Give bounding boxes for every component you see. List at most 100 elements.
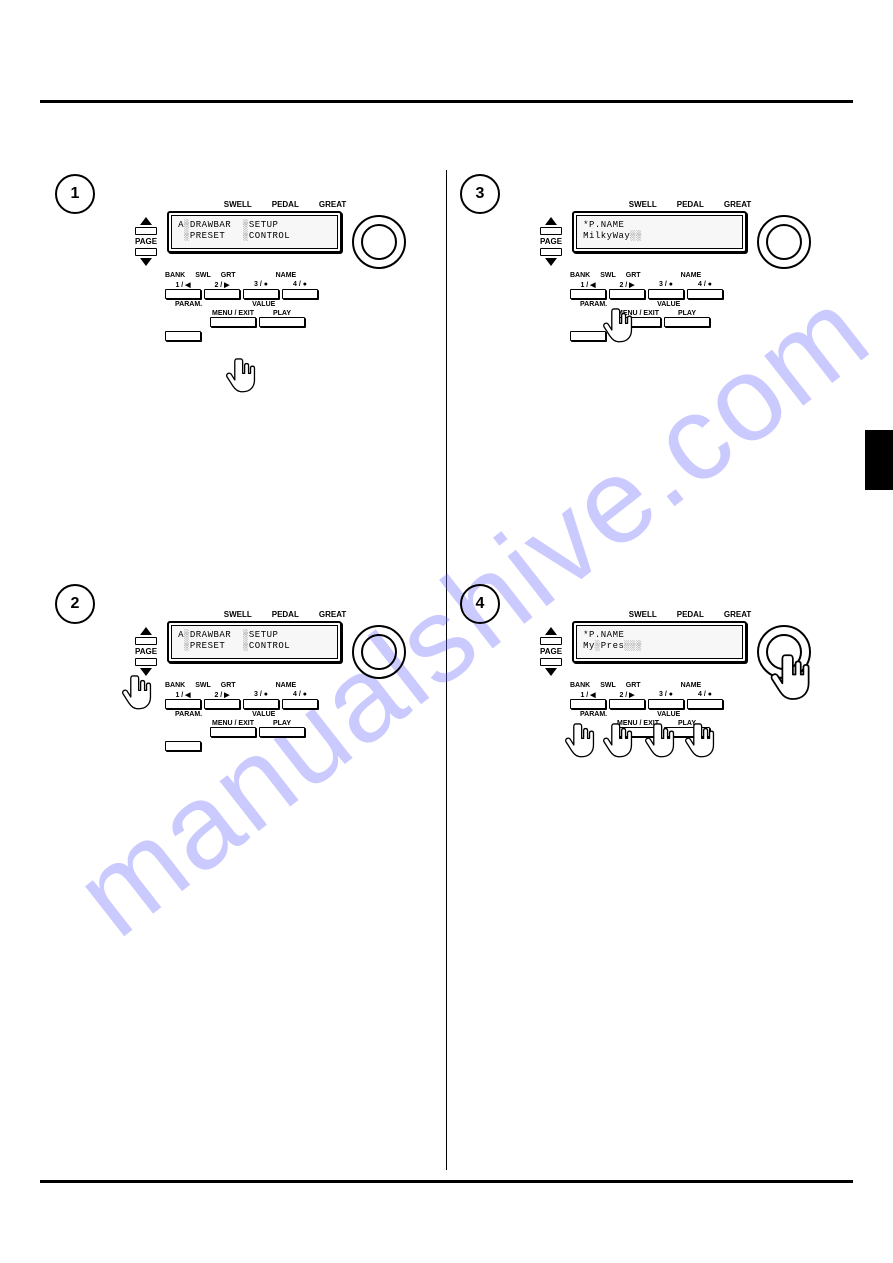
button-4[interactable] bbox=[282, 289, 318, 299]
pointing-hand-icon bbox=[598, 305, 640, 347]
step-4: 4 SWELLPEDALGREAT PAGE *P.NAME My░Pres░░… bbox=[460, 580, 840, 820]
label-b4: 4 / ● bbox=[687, 281, 723, 289]
label-play: PLAY bbox=[259, 720, 305, 727]
label-swell: SWELL bbox=[629, 200, 657, 209]
label-param: PARAM. bbox=[175, 711, 202, 718]
button-1[interactable] bbox=[570, 699, 606, 709]
button-4[interactable] bbox=[687, 289, 723, 299]
pointing-hand-icon bbox=[221, 355, 263, 397]
label-value: VALUE bbox=[252, 301, 275, 308]
label-grt: GRT bbox=[221, 682, 236, 689]
value-knob[interactable] bbox=[352, 215, 406, 269]
step-3: 3 SWELLPEDALGREAT PAGE *P.NAME MilkyWay░… bbox=[460, 170, 840, 410]
button-2[interactable] bbox=[609, 699, 645, 709]
label-name: NAME bbox=[276, 272, 297, 279]
page-controls: PAGE bbox=[135, 627, 157, 676]
extra-button[interactable] bbox=[165, 741, 201, 751]
value-knob[interactable] bbox=[352, 625, 406, 679]
lcd-line1: A░DRAWBAR ░SETUP bbox=[178, 630, 278, 640]
menu-exit-button[interactable] bbox=[210, 317, 256, 327]
label-b3: 3 / ● bbox=[648, 691, 684, 699]
step-number: 4 bbox=[460, 584, 500, 624]
label-bank: BANK bbox=[570, 272, 590, 279]
play-button[interactable] bbox=[664, 317, 710, 327]
label-play: PLAY bbox=[259, 310, 305, 317]
label-b2: 2 / ▶ bbox=[204, 281, 240, 289]
page-down-icon[interactable] bbox=[140, 258, 152, 266]
label-b1: 1 / ◀ bbox=[570, 691, 606, 699]
lcd-frame: *P.NAME MilkyWay░░ bbox=[572, 211, 747, 253]
page-down-button[interactable] bbox=[540, 248, 562, 256]
page-up-icon[interactable] bbox=[545, 627, 557, 635]
device-illustration: SWELLPEDALGREAT PAGE *P.NAME My░Pres░░░ … bbox=[540, 610, 840, 737]
label-swl: SWL bbox=[600, 682, 616, 689]
page-up-button[interactable] bbox=[135, 227, 157, 235]
lcd-screen: A░DRAWBAR ░SETUP ░PRESET ░CONTROL bbox=[171, 215, 338, 249]
label-grt: GRT bbox=[626, 682, 641, 689]
page-up-button[interactable] bbox=[135, 637, 157, 645]
lcd-line2: My░Pres░░░ bbox=[583, 641, 642, 651]
step-2: 2 SWELLPEDALGREAT PAGE A░DRAWBAR ░SETUP … bbox=[55, 580, 435, 820]
button-3[interactable] bbox=[648, 289, 684, 299]
play-button[interactable] bbox=[259, 727, 305, 737]
pointing-hand-icon bbox=[598, 720, 640, 762]
page-down-button[interactable] bbox=[540, 658, 562, 666]
page-label: PAGE bbox=[540, 647, 562, 656]
page-controls: PAGE bbox=[135, 217, 157, 266]
page-controls: PAGE bbox=[540, 627, 562, 676]
lcd-line2: ░PRESET ░CONTROL bbox=[178, 231, 290, 241]
label-name: NAME bbox=[681, 682, 702, 689]
page-label: PAGE bbox=[135, 237, 157, 246]
page-up-icon[interactable] bbox=[140, 217, 152, 225]
button-3[interactable] bbox=[648, 699, 684, 709]
button-1[interactable] bbox=[165, 699, 201, 709]
label-great: GREAT bbox=[724, 610, 751, 619]
label-bank: BANK bbox=[165, 682, 185, 689]
label-swl: SWL bbox=[600, 272, 616, 279]
button-1[interactable] bbox=[570, 289, 606, 299]
page-down-icon[interactable] bbox=[545, 668, 557, 676]
page-label: PAGE bbox=[135, 647, 157, 656]
extra-button[interactable] bbox=[165, 331, 201, 341]
label-grt: GRT bbox=[221, 272, 236, 279]
button-1[interactable] bbox=[165, 289, 201, 299]
label-param: PARAM. bbox=[175, 301, 202, 308]
button-2[interactable] bbox=[204, 699, 240, 709]
pointing-hand-icon bbox=[640, 720, 682, 762]
lcd-frame: A░DRAWBAR ░SETUP ░PRESET ░CONTROL bbox=[167, 621, 342, 663]
label-bank: BANK bbox=[570, 682, 590, 689]
pointing-hand-icon bbox=[117, 672, 159, 714]
label-value: VALUE bbox=[252, 711, 275, 718]
label-value: VALUE bbox=[657, 711, 680, 718]
label-b1: 1 / ◀ bbox=[570, 281, 606, 289]
label-menuexit: MENU / EXIT bbox=[210, 720, 256, 727]
button-3[interactable] bbox=[243, 699, 279, 709]
page-down-icon[interactable] bbox=[545, 258, 557, 266]
lcd-line1: A░DRAWBAR ░SETUP bbox=[178, 220, 278, 230]
page-up-icon[interactable] bbox=[140, 627, 152, 635]
button-3[interactable] bbox=[243, 289, 279, 299]
side-tab bbox=[865, 430, 893, 490]
lcd-line2: ░PRESET ░CONTROL bbox=[178, 641, 290, 651]
play-button[interactable] bbox=[259, 317, 305, 327]
pointing-hand-icon bbox=[680, 720, 722, 762]
button-2[interactable] bbox=[204, 289, 240, 299]
label-swell: SWELL bbox=[224, 200, 252, 209]
lcd-screen: A░DRAWBAR ░SETUP ░PRESET ░CONTROL bbox=[171, 625, 338, 659]
button-4[interactable] bbox=[282, 699, 318, 709]
button-2[interactable] bbox=[609, 289, 645, 299]
menu-exit-button[interactable] bbox=[210, 727, 256, 737]
page-down-button[interactable] bbox=[135, 248, 157, 256]
device-illustration: SWELLPEDALGREAT PAGE *P.NAME MilkyWay░░ … bbox=[540, 200, 840, 341]
label-great: GREAT bbox=[724, 200, 751, 209]
value-knob[interactable] bbox=[757, 215, 811, 269]
page-label: PAGE bbox=[540, 237, 562, 246]
lcd-screen: *P.NAME My░Pres░░░ bbox=[576, 625, 743, 659]
label-b3: 3 / ● bbox=[243, 691, 279, 699]
label-great: GREAT bbox=[319, 200, 346, 209]
page-up-icon[interactable] bbox=[545, 217, 557, 225]
button-4[interactable] bbox=[687, 699, 723, 709]
page-down-button[interactable] bbox=[135, 658, 157, 666]
page-up-button[interactable] bbox=[540, 637, 562, 645]
page-up-button[interactable] bbox=[540, 227, 562, 235]
